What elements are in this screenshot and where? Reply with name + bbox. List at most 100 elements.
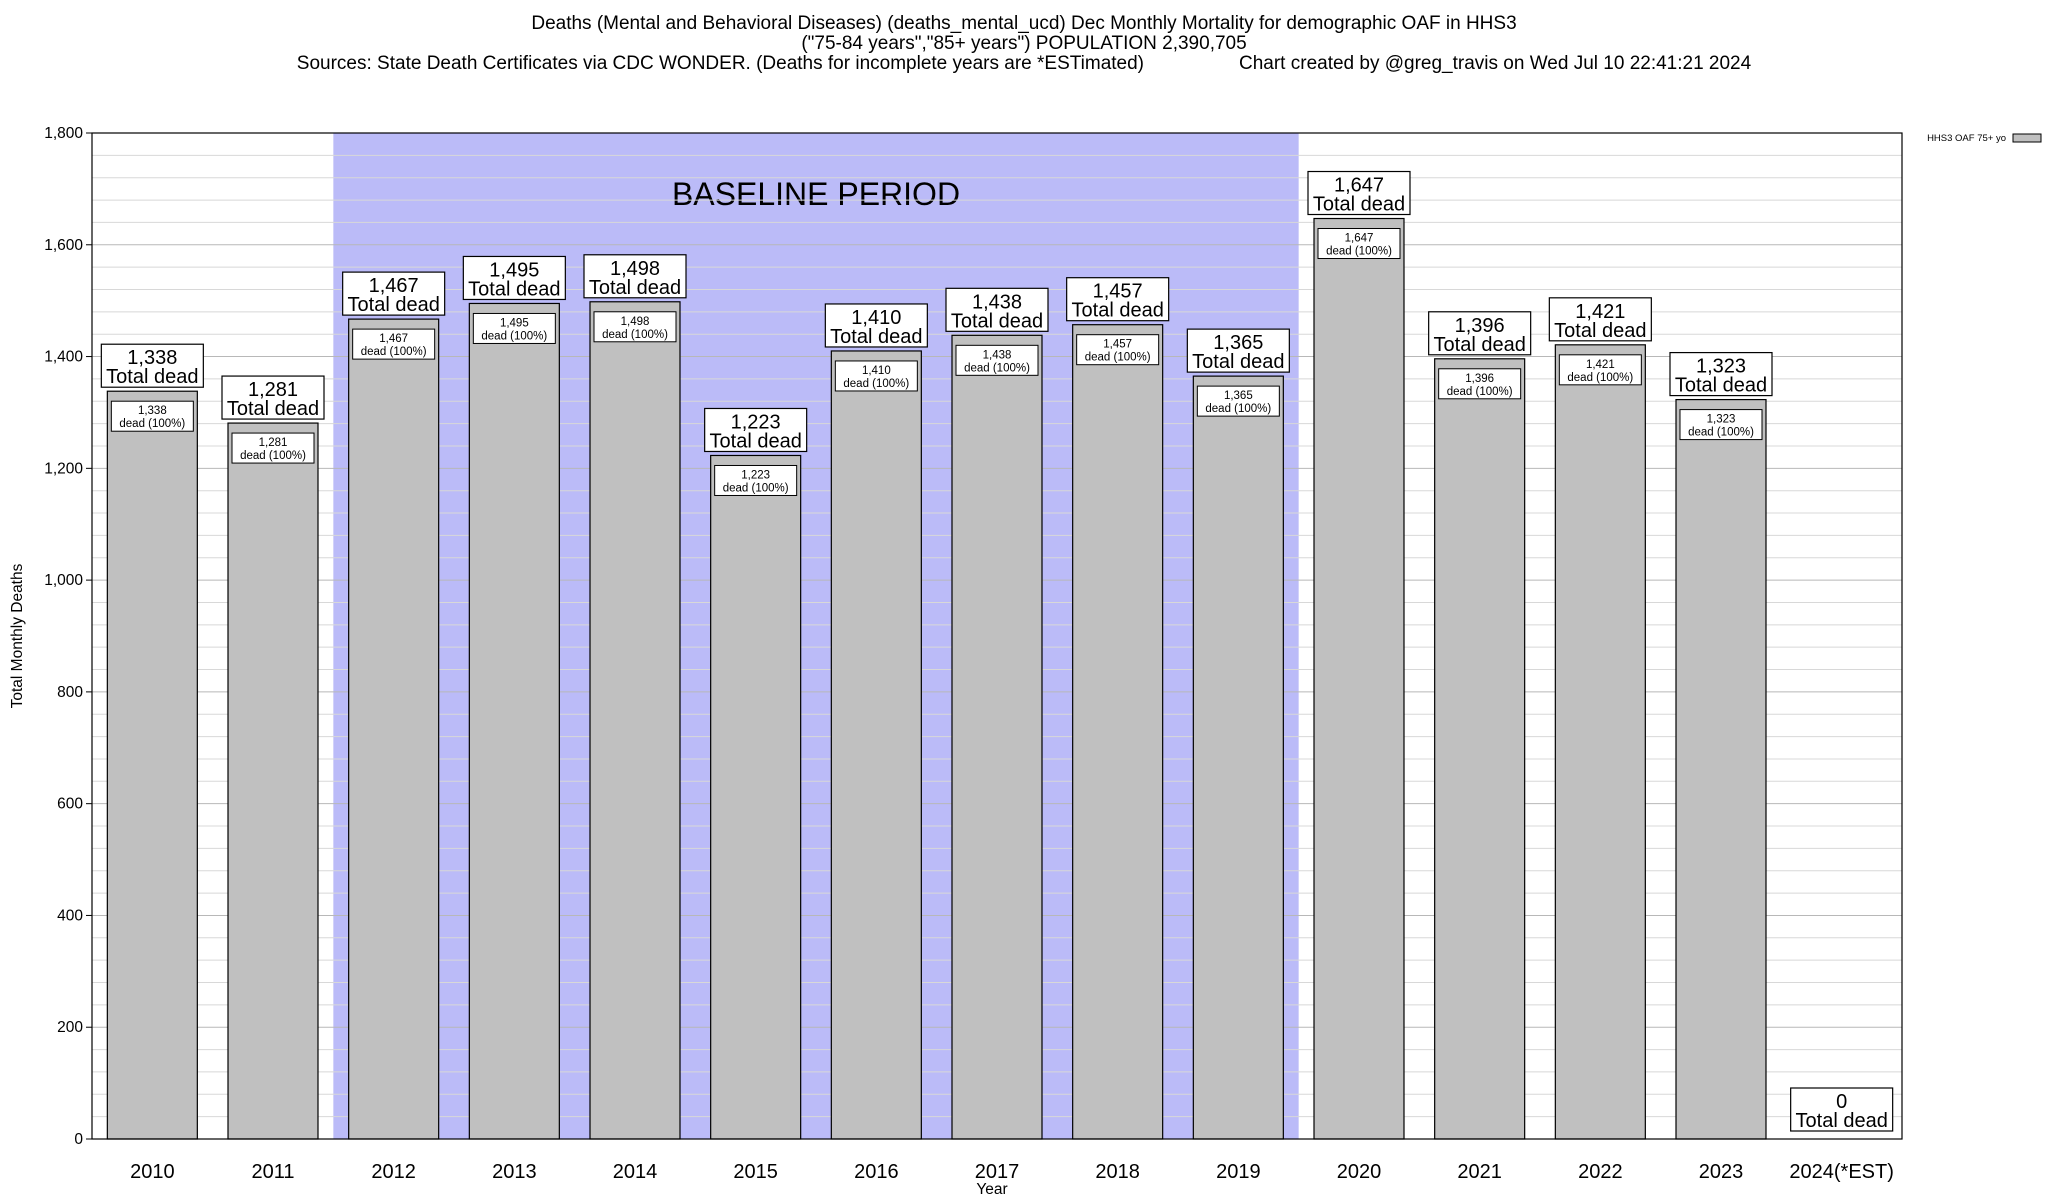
x-tick-label: 2022 [1578,1161,1623,1183]
x-tick-label: 2011 [251,1161,294,1183]
total-label-text: Total dead [1796,1110,1888,1132]
chart-subtitle: Sources: State Death Certificates via CD… [0,54,2048,74]
total-label-value: 1,338 [127,347,177,369]
inner-label-box [110,400,194,432]
chart-title-line1: Deaths (Mental and Behavioral Diseases) … [531,13,1517,34]
credit-text: Chart created by @greg_travis on Wed Jul… [1239,53,1752,74]
total-label-value: 1,365 [1213,332,1263,354]
bar-2015 [710,454,802,1140]
x-axis-title: Year [976,1181,1007,1198]
inner-label-text: dead (100%) [481,330,547,342]
inner-label-box [834,360,918,392]
y-tick-label: 1,400 [44,349,83,366]
inner-label-box [1317,228,1401,260]
inner-label-text: dead (100%) [1205,403,1271,415]
inner-label-box [1558,354,1642,386]
total-label-text: Total dead [589,277,681,299]
total-label-value: 1,457 [1093,281,1143,303]
inner-label-text: dead (100%) [602,329,668,341]
inner-label-box [1076,334,1160,366]
total-label-text: Total dead [1192,351,1284,373]
inner-label-value: 1,647 [1345,233,1374,245]
total-label-text: Total dead [227,398,319,420]
x-tick-label: 2021 [1457,1161,1502,1183]
total-label-box [100,343,204,388]
bar-2017 [951,334,1043,1140]
bar-2023 [1675,398,1767,1140]
total-label-text: Total dead [951,310,1043,332]
total-label-value: 1,495 [489,259,539,281]
x-tick-label: 2024(*EST) [1789,1161,1894,1183]
y-tick-label: 1,000 [44,572,83,589]
legend-label: HHS3 OAF 75+ yo [1927,133,2006,144]
total-label-value: 1,396 [1455,315,1505,337]
y-tick-label: 400 [57,907,83,924]
sources-text: Sources: State Death Certificates via CD… [296,53,1144,74]
inner-label-text: dead (100%) [1447,386,1513,398]
total-label-box [704,407,808,453]
inner-label-text: dead (100%) [1326,246,1392,258]
bar-2014 [589,301,681,1140]
total-label-box [462,255,566,301]
total-label-value: 1,410 [851,307,901,329]
x-tick-label: 2013 [492,1161,537,1183]
x-tick-label: 2018 [1095,1161,1140,1183]
inner-label-box [955,344,1039,376]
total-label-value: 1,647 [1334,175,1384,197]
x-tick-label: 2014 [613,1161,658,1183]
legend: HHS3 OAF 75+ yo [1927,133,2042,144]
bar-2022 [1554,344,1646,1140]
y-tick-label: 1,600 [44,237,83,254]
bar-2019 [1192,375,1284,1140]
x-tick-label: 2020 [1337,1161,1382,1183]
total-label-box [945,287,1049,332]
x-tick-label: 2023 [1699,1161,1744,1183]
x-tick-label: 2010 [130,1161,175,1183]
y-tick-label: 1,200 [44,460,83,477]
total-label-text: Total dead [1554,320,1646,342]
bar-2011 [227,422,319,1140]
inner-label-box [1438,368,1522,400]
chart-title-line2: ("75-84 years","85+ years") POPULATION 2… [801,33,1247,54]
inner-label-value: 1,323 [1707,414,1736,426]
inner-label-value: 1,223 [741,469,770,481]
total-label-box [1428,311,1532,356]
inner-label-box [352,328,436,360]
total-label-text: Total dead [1072,300,1164,322]
inner-label-box [714,464,798,496]
total-label-box [1186,328,1290,373]
total-label-box [824,303,928,348]
inner-label-text: dead (100%) [964,362,1030,374]
y-tick-label: 0 [74,1131,83,1148]
total-label-box [1548,297,1652,342]
plot-frame [91,132,1903,1140]
inner-label-value: 1,365 [1224,390,1253,402]
total-label-box [583,254,687,299]
y-tick-label: 800 [57,684,83,701]
inner-label-text: dead (100%) [723,482,789,494]
x-tick-label: 2016 [854,1161,899,1183]
total-label-text: Total dead [468,278,560,300]
total-label-value: 1,223 [731,411,781,433]
total-label-value: 1,467 [369,275,419,297]
total-label-value: 1,498 [610,258,660,280]
